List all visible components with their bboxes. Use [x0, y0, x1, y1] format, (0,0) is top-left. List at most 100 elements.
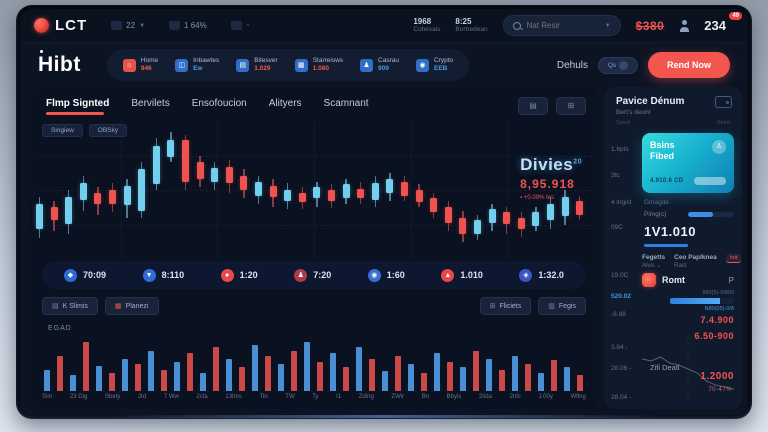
card-number-row: 4.910.6 CD — [650, 177, 726, 185]
volume-button-fliciets[interactable]: ⊞ Fliciets — [479, 297, 532, 315]
candle-body — [65, 196, 73, 225]
col2-title: Ceo Paplknea — [674, 254, 717, 261]
stat-value: 1:60 — [386, 270, 405, 280]
details-label: Dehuls — [556, 59, 588, 71]
volume-bar — [291, 350, 297, 391]
volume-bar — [187, 352, 193, 391]
meter-bar — [688, 212, 734, 217]
stat1-label: Cohesais — [413, 26, 441, 33]
nav-item-label: Casrau — [378, 57, 399, 64]
stat-value: 1:32.0 — [538, 270, 564, 280]
volume-bar — [343, 367, 349, 391]
rail-value: 3tc — [611, 172, 620, 179]
stat-item: ♟ 7:20 — [294, 268, 331, 282]
tab-scamnant[interactable]: Scamnant — [323, 97, 369, 109]
search-input[interactable] — [526, 21, 599, 30]
rail-value: 520.02 — [611, 293, 631, 300]
app-brand[interactable]: Hibt — [38, 50, 81, 76]
balance-card[interactable]: Bsins Fibed ♙ 4.910.6 CD — [642, 133, 734, 193]
stat2-label: Bortredean — [455, 26, 488, 33]
price-ticker: $380 — [635, 18, 665, 33]
gridline — [507, 121, 509, 259]
card-masked-pill — [694, 177, 726, 185]
volume-button-fegis[interactable]: ▥ Fegis — [538, 297, 586, 315]
x-axis-label: I1 — [336, 394, 342, 400]
profile-icon[interactable] — [679, 19, 690, 32]
volume-bar — [395, 356, 401, 391]
tab-alityers[interactable]: Alityers — [268, 97, 302, 109]
change-red: 70-47% — [708, 387, 732, 393]
rail-value: 28.04 - — [611, 394, 632, 401]
section-col-2[interactable]: Ceo Paplknea Rast — [674, 254, 717, 270]
tab-list: Flmp Signted Bervilets Ensofoucion Alityers… — [46, 98, 369, 115]
nav-item-starreisws[interactable]: ▦ Starreisws 1.080 — [294, 57, 343, 73]
volume-bar — [57, 356, 63, 391]
nav-item-crypto[interactable]: ◉ Crypto EEB — [416, 57, 453, 73]
card-shortcut[interactable]: ◔ — [230, 21, 249, 30]
search-box[interactable]: ▼ — [502, 15, 621, 36]
arrow-down-icon: ▼ — [142, 268, 156, 282]
x-axis-label: Bn — [421, 394, 430, 400]
chart-layout-button[interactable]: ⊞ — [556, 97, 586, 115]
mode-toggle[interactable]: Qs — [598, 56, 638, 74]
nav-item-label: Home — [140, 57, 159, 64]
tab-bervilets[interactable]: Bervilets — [131, 97, 170, 109]
flame-icon: ▲ — [441, 268, 455, 282]
meter-row: Pimg(c) — [644, 211, 734, 218]
tab-ensofoucion[interactable]: Ensofoucion — [191, 97, 247, 109]
sidebar-header: Pavice Dénum Bert's deunt — [604, 87, 742, 116]
volume-bar — [70, 375, 76, 391]
section-header: Fegetts Alws ⌄ Ceo Paplknea Rast hot — [642, 254, 742, 270]
progress-caption-top: 580(5)-0/800 — [702, 290, 735, 296]
candle-body — [474, 220, 481, 235]
candle-body — [503, 212, 511, 225]
wallet-icon[interactable] — [715, 96, 732, 108]
volume-button-k-slimis[interactable]: ▤ K Slimis — [42, 297, 98, 315]
candle-body — [109, 190, 116, 204]
chart-settings-button[interactable]: ▤ — [518, 97, 548, 115]
volume-button-planezi[interactable]: ▦ Planezi — [104, 297, 159, 315]
nav-item-casrau[interactable]: ♟ Casrau 909 — [360, 57, 399, 73]
stat-item: ▲ 1.010 — [441, 268, 483, 282]
grid-icon: ▦ — [294, 58, 308, 72]
card-title-line2: Fibed — [650, 151, 674, 161]
candle-body — [547, 203, 554, 221]
price-red-3: 1.2000 — [700, 371, 734, 382]
price-overlay: Divies20 8,95.918 +0.09% tes — [520, 155, 582, 201]
card-icon — [230, 21, 242, 30]
volume-bar — [408, 364, 414, 391]
x-axis-label: 2nfc — [509, 394, 521, 400]
volume-buttons-right: ⊞ Fliciets ▥ Fegis — [479, 297, 586, 315]
chart-range-pill[interactable]: OBSky — [88, 124, 127, 137]
nav-item-home[interactable]: ⌂ Home 946 — [122, 57, 159, 73]
tab-flmp-signted[interactable]: Flmp Signted — [46, 98, 109, 115]
candle-body — [240, 176, 248, 190]
nav-item-texts: Starreisws 1.080 — [313, 57, 343, 73]
stat1-value: 1968 — [413, 17, 432, 26]
section-col-1[interactable]: Fegetts Alws ⌄ — [642, 254, 665, 270]
nav-item-texts: Bitesver 1.029 — [254, 57, 277, 73]
candle-body — [284, 190, 292, 202]
usage-indicator[interactable]: 1 64% — [169, 21, 207, 30]
nav-item-label: Inbawtes — [193, 57, 220, 64]
rail-value: -8.88 — [611, 311, 626, 318]
volume-bar — [330, 352, 336, 391]
nav-item-bitesver[interactable]: ▤ Bitesver 1.029 — [236, 57, 278, 73]
volume-bar — [317, 361, 323, 391]
x-axis-label: Tbi — [259, 394, 268, 400]
chart-mode-pill[interactable]: Singiew — [42, 124, 83, 137]
brand-logo[interactable]: LCT — [34, 17, 87, 34]
nav-item-inbawtes[interactable]: ◫ Inbawtes Ew — [175, 57, 219, 73]
volume-bar — [252, 345, 258, 391]
button-icon: ▥ — [548, 303, 555, 310]
dot-icon: ● — [220, 268, 234, 282]
workspace-switcher[interactable]: 22 ▼ — [111, 21, 145, 30]
card-caption: Gmagde — [644, 199, 669, 206]
volume-bar — [564, 367, 570, 391]
primary-cta-button[interactable]: Rend Now — [648, 52, 730, 78]
progress-caption-bottom: N80(05)-0/8 — [704, 306, 734, 312]
col1-sub: Alws ⌄ — [642, 263, 662, 269]
notification-counter[interactable]: 234 49 — [704, 12, 742, 33]
shield-icon: ◆ — [64, 268, 77, 282]
coin-row[interactable]: Romt P — [642, 273, 734, 287]
